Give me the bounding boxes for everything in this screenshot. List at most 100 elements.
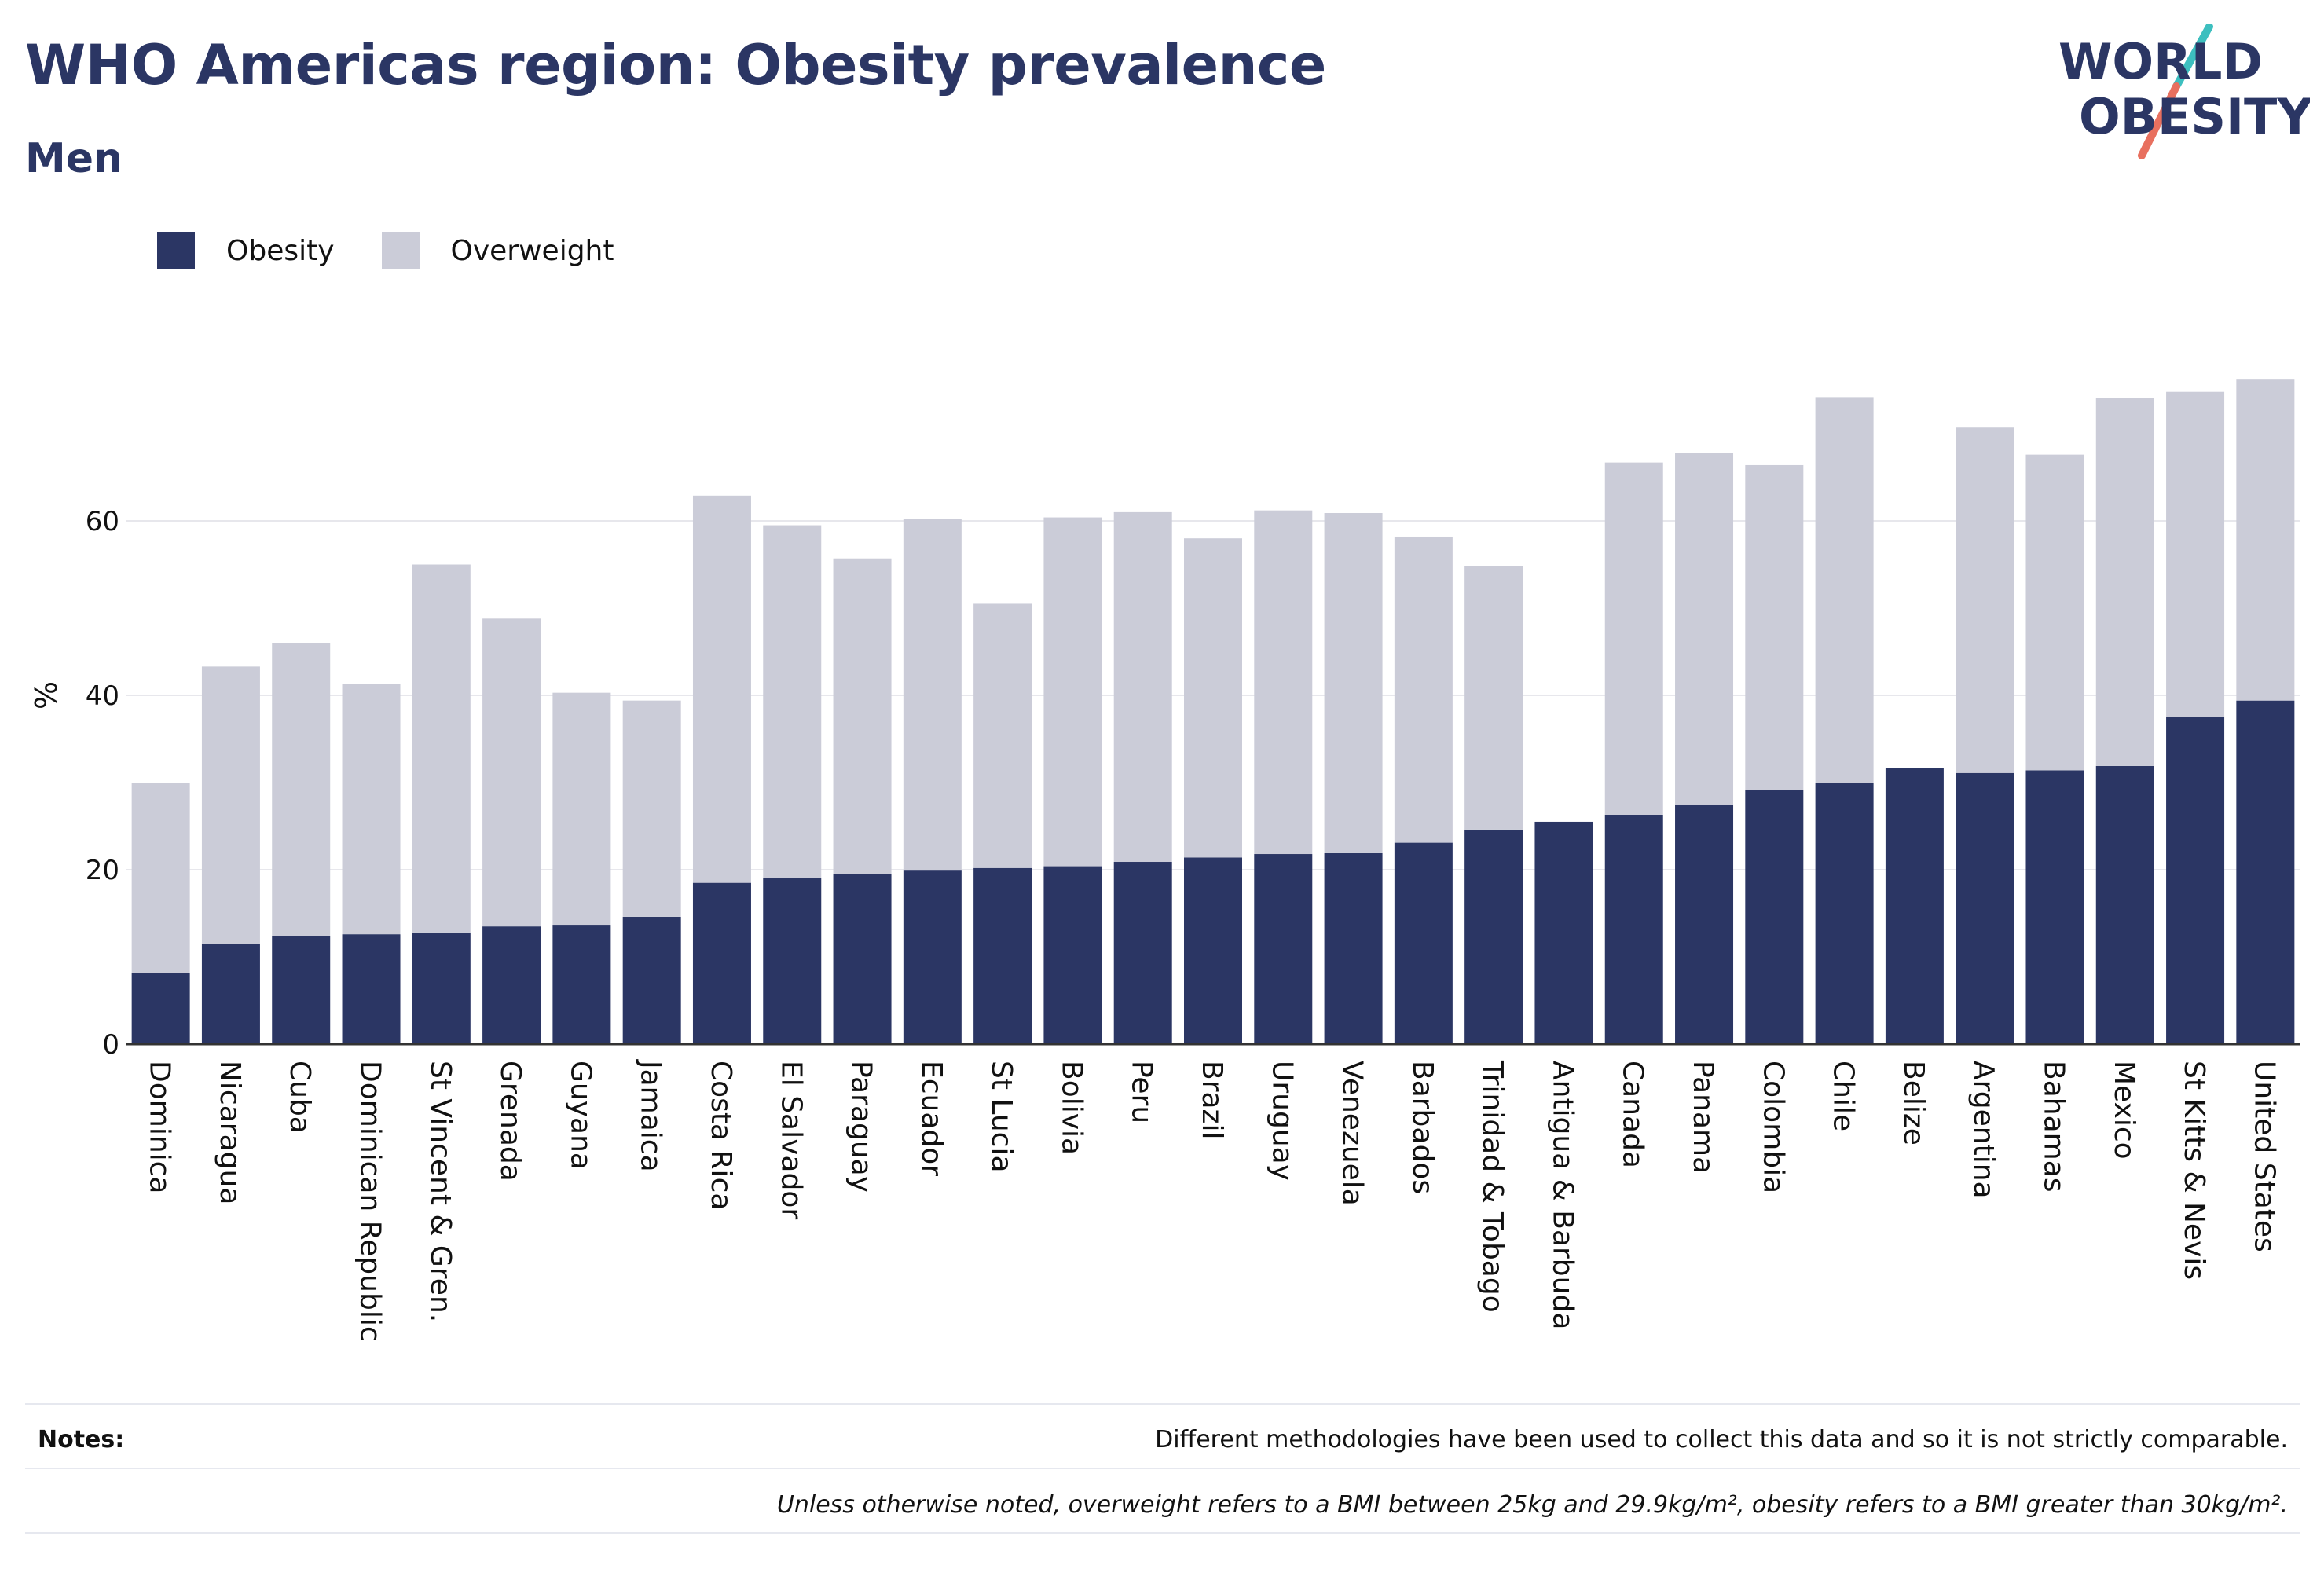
x-tick-label-9: El Salvador: [775, 1061, 807, 1219]
bar-obesity-20: [1534, 821, 1593, 1044]
x-tick-label-13: Bolivia: [1055, 1061, 1087, 1155]
x-tick-label-1: Nicaragua: [214, 1061, 246, 1204]
legend-swatch-obesity: [157, 232, 195, 269]
bar-obesity-16: [1254, 854, 1313, 1044]
bar-obesity-3: [342, 934, 401, 1044]
legend-item-overweight[interactable]: Overweight: [381, 232, 614, 269]
notes-top-rule: [25, 1403, 2300, 1405]
x-tick-label-11: Ecuador: [915, 1061, 948, 1176]
bar-obesity-22: [1675, 804, 1734, 1044]
legend-label-overweight: Overweight: [450, 234, 614, 267]
bar-overweight-29: [2166, 391, 2225, 717]
bar-obesity-5: [482, 926, 541, 1044]
y-tick-label-0: 0: [102, 1029, 119, 1061]
logo-coral-stroke: [2138, 82, 2180, 159]
bar-overweight-2: [272, 643, 331, 936]
bar-obesity-26: [1956, 772, 2014, 1044]
x-tick-label-22: Panama: [1687, 1061, 1719, 1174]
bar-obesity-28: [2095, 765, 2154, 1044]
x-tick-label-7: Jamaica: [635, 1059, 667, 1172]
legend-item-obesity[interactable]: Obesity: [157, 232, 335, 269]
note-methodology: Different methodologies have been used t…: [1155, 1426, 2288, 1453]
bar-obesity-29: [2166, 717, 2225, 1044]
bar-overweight-26: [1956, 427, 2014, 773]
x-tick-label-18: Barbados: [1406, 1061, 1439, 1194]
bar-overweight-1: [201, 666, 260, 944]
x-tick-label-26: Argentina: [1967, 1061, 2000, 1199]
bar-obesity-24: [1815, 783, 1874, 1044]
bar-overweight-17: [1324, 513, 1383, 853]
bar-obesity-9: [763, 877, 822, 1044]
logo-line1: WORLD: [2058, 33, 2263, 90]
x-tick-label-19: Trinidad & Tobago: [1476, 1060, 1508, 1313]
bar-overweight-24: [1815, 397, 1874, 783]
bar-overweight-14: [1113, 511, 1172, 863]
bar-obesity-6: [552, 925, 611, 1044]
bar-overweight-18: [1394, 536, 1453, 843]
bar-obesity-19: [1464, 829, 1523, 1044]
stacked-bar-chart: 0 20 40 60% Dominica Nicaragua Cuba Dominican …: [29, 379, 2300, 1342]
bar-obesity-10: [833, 874, 892, 1044]
bar-overweight-3: [342, 684, 401, 935]
x-tick-label-29: St Kitts & Nevis: [2178, 1061, 2210, 1280]
bar-obesity-14: [1113, 862, 1172, 1044]
bar-obesity-21: [1604, 815, 1663, 1044]
x-tick-label-30: United States: [2248, 1061, 2280, 1252]
bar-overweight-19: [1464, 566, 1523, 830]
bar-overweight-30: [2236, 379, 2295, 701]
legend-label-obesity: Obesity: [226, 234, 335, 267]
bar-obesity-30: [2236, 700, 2295, 1044]
bar-overweight-11: [903, 519, 962, 871]
bar-overweight-6: [552, 692, 611, 926]
bar-obesity-23: [1745, 790, 1804, 1044]
bar-overweight-16: [1254, 510, 1313, 855]
x-tick-label-24: Chile: [1827, 1061, 1860, 1131]
y-tick-label-40: 40: [86, 680, 119, 712]
x-tick-label-17: Venezuela: [1336, 1061, 1369, 1206]
x-tick-label-0: Dominica: [144, 1061, 176, 1194]
logo-line2: OBESITY: [2079, 88, 2310, 145]
bar-overweight-5: [482, 618, 541, 927]
bar-overweight-21: [1604, 462, 1663, 815]
bar-overweight-8: [692, 495, 751, 883]
bar-obesity-18: [1394, 842, 1453, 1044]
chart-subtitle: Men: [25, 135, 123, 182]
notes-label: Notes:: [38, 1426, 125, 1453]
x-tick-label-4: St Vincent & Gren.: [424, 1061, 456, 1322]
x-tick-label-27: Bahamas: [2037, 1061, 2069, 1193]
bar-obesity-8: [692, 882, 751, 1044]
bar-obesity-25: [1885, 768, 1944, 1044]
note-bmi-definition: Unless otherwise noted, overweight refer…: [776, 1491, 2288, 1519]
x-tick-label-10: Paraguay: [845, 1061, 878, 1193]
x-tick-label-16: Uruguay: [1266, 1061, 1298, 1181]
bar-overweight-0: [131, 783, 190, 973]
x-tick-label-20: Antigua & Barbuda: [1546, 1061, 1578, 1329]
bar-obesity-27: [2025, 770, 2084, 1044]
x-tick-label-28: Mexico: [2108, 1061, 2140, 1160]
bar-obesity-12: [973, 867, 1032, 1044]
bar-obesity-13: [1043, 866, 1102, 1044]
bar-obesity-11: [903, 870, 962, 1044]
x-tick-label-23: Colombia: [1757, 1061, 1789, 1193]
chart-title: WHO Americas region: Obesity prevalence: [25, 33, 1326, 97]
notes-middle-rule: [25, 1468, 2300, 1469]
x-tick-label-6: Guyana: [564, 1061, 596, 1170]
x-tick-label-15: Brazil: [1196, 1061, 1228, 1139]
chart-legend: Obesity Overweight: [157, 232, 661, 269]
bar-overweight-7: [622, 700, 681, 917]
labels-layer: Dominica Nicaragua Cuba Dominican Republic S…: [144, 1059, 2281, 1342]
bar-obesity-1: [201, 944, 260, 1044]
bar-obesity-2: [272, 936, 331, 1044]
notes-bottom-rule: [25, 1532, 2300, 1534]
bar-overweight-12: [973, 603, 1032, 868]
bars-layer: [131, 379, 2295, 1044]
bar-overweight-22: [1675, 453, 1734, 805]
bar-obesity-0: [131, 972, 190, 1044]
bar-obesity-4: [412, 932, 471, 1044]
bar-obesity-7: [622, 916, 681, 1044]
x-tick-label-3: Dominican Republic: [354, 1061, 387, 1342]
bar-overweight-10: [833, 558, 892, 874]
bar-overweight-4: [412, 564, 471, 933]
y-tick-label-60: 60: [86, 506, 119, 537]
legend-swatch-overweight: [381, 232, 420, 269]
